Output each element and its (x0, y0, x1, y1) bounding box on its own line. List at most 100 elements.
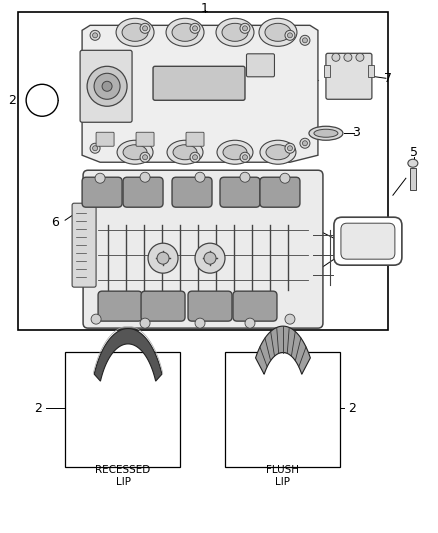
Ellipse shape (216, 18, 254, 46)
FancyBboxPatch shape (341, 223, 395, 259)
FancyBboxPatch shape (82, 177, 122, 207)
Circle shape (285, 143, 295, 154)
FancyBboxPatch shape (72, 203, 96, 287)
Text: 7: 7 (384, 72, 392, 85)
Polygon shape (82, 26, 318, 162)
Circle shape (300, 35, 310, 45)
Text: 2: 2 (8, 94, 16, 107)
Ellipse shape (408, 159, 418, 167)
Ellipse shape (265, 23, 291, 42)
Text: 2: 2 (348, 401, 356, 415)
Ellipse shape (173, 145, 197, 160)
Circle shape (243, 155, 247, 160)
Circle shape (240, 23, 250, 34)
Circle shape (195, 243, 225, 273)
FancyBboxPatch shape (233, 291, 277, 321)
Circle shape (95, 173, 105, 183)
Polygon shape (255, 326, 311, 374)
Circle shape (102, 82, 112, 91)
Ellipse shape (172, 23, 198, 42)
Circle shape (92, 33, 98, 38)
Circle shape (91, 314, 101, 324)
Circle shape (195, 318, 205, 328)
Circle shape (287, 33, 293, 38)
Circle shape (240, 152, 250, 162)
Circle shape (193, 155, 198, 160)
FancyBboxPatch shape (83, 170, 323, 328)
Circle shape (240, 172, 250, 182)
Ellipse shape (123, 145, 147, 160)
Ellipse shape (222, 23, 248, 42)
Circle shape (193, 26, 198, 31)
Text: 2: 2 (34, 401, 42, 415)
Circle shape (303, 38, 307, 43)
FancyBboxPatch shape (80, 50, 132, 122)
Circle shape (300, 138, 310, 148)
Ellipse shape (116, 18, 154, 46)
Ellipse shape (309, 126, 343, 140)
Circle shape (148, 243, 178, 273)
Ellipse shape (217, 140, 253, 164)
Circle shape (243, 26, 247, 31)
Bar (410, 168, 416, 190)
Bar (18, 12, 388, 330)
FancyBboxPatch shape (96, 132, 114, 146)
FancyBboxPatch shape (136, 132, 154, 146)
Ellipse shape (166, 18, 204, 46)
Circle shape (140, 152, 150, 162)
FancyBboxPatch shape (98, 291, 142, 321)
Circle shape (190, 23, 200, 34)
Circle shape (285, 30, 295, 41)
Circle shape (332, 53, 340, 61)
Circle shape (140, 318, 150, 328)
Ellipse shape (117, 140, 153, 164)
Circle shape (142, 155, 148, 160)
FancyBboxPatch shape (260, 177, 300, 207)
FancyBboxPatch shape (247, 54, 275, 77)
Text: 1: 1 (201, 2, 209, 15)
Bar (324, 66, 330, 77)
Circle shape (26, 84, 58, 116)
Circle shape (157, 252, 169, 264)
Ellipse shape (122, 23, 148, 42)
FancyBboxPatch shape (326, 53, 372, 99)
Bar (65, 352, 180, 467)
Circle shape (92, 146, 98, 151)
Circle shape (280, 173, 290, 183)
Circle shape (204, 252, 216, 264)
Ellipse shape (266, 145, 290, 160)
Text: 3: 3 (352, 126, 360, 139)
Circle shape (344, 53, 352, 61)
Bar (368, 66, 374, 77)
FancyBboxPatch shape (141, 291, 185, 321)
Circle shape (287, 146, 293, 151)
Text: 4: 4 (343, 229, 351, 241)
Circle shape (140, 172, 150, 182)
Text: FLUSH
LIP: FLUSH LIP (266, 465, 300, 487)
FancyBboxPatch shape (172, 177, 212, 207)
Bar (225, 352, 340, 467)
Text: RECESSED
LIP: RECESSED LIP (95, 465, 151, 487)
FancyBboxPatch shape (153, 66, 245, 100)
Circle shape (195, 172, 205, 182)
Circle shape (245, 318, 255, 328)
Circle shape (142, 26, 148, 31)
Text: 3.8L V6: 3.8L V6 (177, 78, 221, 88)
Circle shape (90, 30, 100, 41)
FancyBboxPatch shape (186, 132, 204, 146)
FancyBboxPatch shape (334, 217, 402, 265)
Circle shape (140, 23, 150, 34)
FancyBboxPatch shape (220, 177, 260, 207)
Circle shape (90, 143, 100, 154)
Polygon shape (94, 328, 162, 381)
Ellipse shape (259, 18, 297, 46)
Circle shape (303, 141, 307, 146)
Circle shape (285, 314, 295, 324)
FancyBboxPatch shape (188, 291, 232, 321)
Ellipse shape (314, 130, 338, 138)
Circle shape (94, 74, 120, 99)
Text: 6: 6 (51, 216, 59, 229)
FancyBboxPatch shape (123, 177, 163, 207)
Ellipse shape (167, 140, 203, 164)
Circle shape (356, 53, 364, 61)
